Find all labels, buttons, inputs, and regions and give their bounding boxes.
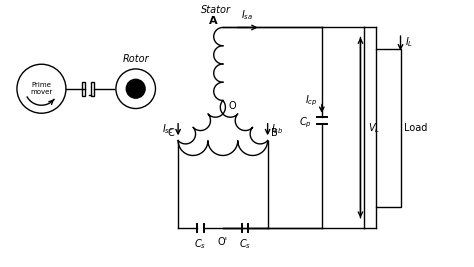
Text: $V_L$: $V_L$ [367,121,380,135]
Text: Rotor: Rotor [122,54,149,64]
Text: Load: Load [404,123,428,133]
Circle shape [126,79,145,98]
Text: Stator: Stator [201,5,231,15]
Text: $I_{sb}$: $I_{sb}$ [272,122,284,136]
Text: $I_{cp}$: $I_{cp}$ [304,93,317,108]
Text: A: A [209,15,217,26]
Text: O': O' [218,237,228,247]
Text: $I_L$: $I_L$ [405,35,413,49]
Bar [91,82,94,96]
Text: $C_s$: $C_s$ [194,237,207,251]
Text: $I_{sa}$: $I_{sa}$ [241,9,254,22]
Bar [82,82,85,96]
Text: $C_s$: $C_s$ [239,237,251,251]
Text: $I_{sc}$: $I_{sc}$ [162,122,174,136]
Text: $C_p$: $C_p$ [299,116,311,130]
Text: Prime
mover: Prime mover [30,82,53,95]
Text: O: O [229,101,237,111]
Text: B: B [272,128,278,138]
Text: C: C [168,128,174,138]
Bar [376,49,401,207]
